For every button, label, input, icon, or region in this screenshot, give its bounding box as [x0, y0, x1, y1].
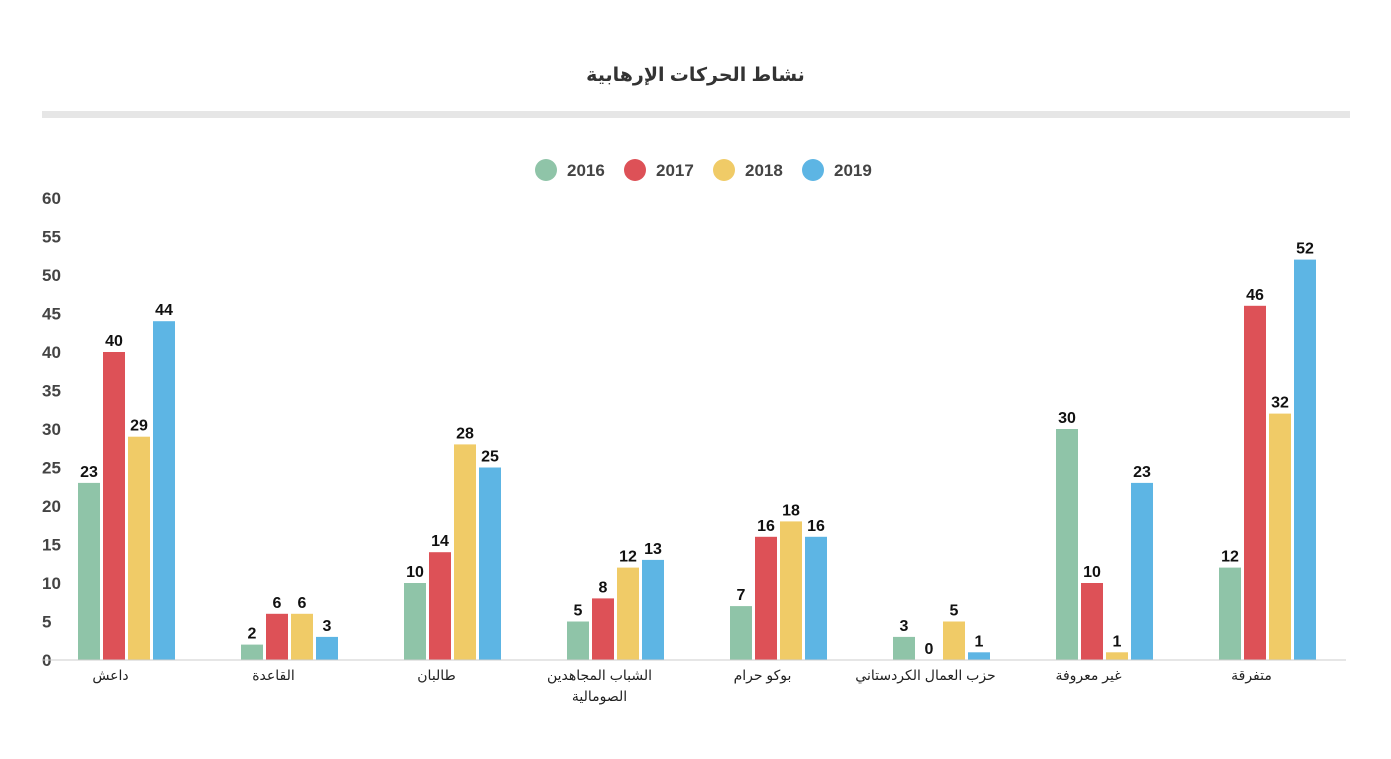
bar-2017 [429, 552, 451, 660]
data-label: 3 [323, 618, 332, 635]
data-label: 13 [644, 541, 662, 558]
data-label: 29 [130, 418, 148, 435]
data-label: 32 [1271, 395, 1289, 412]
legend-label: 2018 [745, 161, 783, 180]
data-label: 5 [950, 603, 959, 620]
data-label: 1 [1113, 633, 1122, 650]
data-label: 40 [105, 333, 123, 350]
bar-2019 [1294, 259, 1316, 660]
legend-label: 2019 [834, 161, 872, 180]
bars-area: 2321057330124061481601046296281218513244… [78, 241, 1316, 660]
data-label: 25 [481, 449, 499, 466]
y-tick-label: 50 [42, 266, 61, 285]
y-tick-label: 35 [42, 382, 61, 401]
chart-title: نشاط الحركات الإرهابية [586, 65, 805, 86]
y-tick-label: 45 [42, 305, 61, 324]
x-tick-label: متفرقة [1231, 667, 1272, 684]
bar-2017 [103, 352, 125, 660]
y-tick-label: 30 [42, 420, 61, 439]
data-label: 44 [155, 302, 173, 319]
bar-2019 [642, 559, 664, 660]
data-label: 30 [1058, 410, 1076, 427]
bar-2016 [241, 644, 263, 660]
x-tick-label: الشباب المجاهدين الصومالية [547, 667, 652, 705]
data-label: 23 [1133, 464, 1151, 481]
legend-swatch [713, 159, 735, 181]
bar-2017 [755, 536, 777, 660]
legend-swatch [535, 159, 557, 181]
bar-2016 [567, 621, 589, 660]
data-label: 14 [431, 533, 449, 550]
legend-swatch [624, 159, 646, 181]
bar-2016 [893, 636, 915, 660]
y-tick-label: 55 [42, 228, 61, 247]
legend-label: 2017 [656, 161, 694, 180]
bar-2017 [1081, 583, 1103, 660]
data-label: 16 [757, 518, 775, 535]
bar-2019 [479, 467, 501, 660]
bar-2018 [617, 567, 639, 660]
bar-2017 [266, 613, 288, 660]
bar-2017 [1244, 305, 1266, 660]
x-tick-label: طالبان [417, 667, 455, 683]
data-label: 5 [574, 603, 583, 620]
data-label: 12 [619, 549, 637, 566]
title-divider [42, 111, 1350, 118]
bar-2019 [316, 636, 338, 660]
data-label: 8 [599, 579, 608, 596]
bar-2018 [291, 613, 313, 660]
x-tick-label: القاعدة [252, 667, 295, 683]
data-label: 3 [900, 618, 909, 635]
data-label: 52 [1296, 241, 1314, 258]
y-tick-label: 10 [42, 574, 61, 593]
legend: 2016 2017 2018 2019 [535, 159, 872, 181]
legend-label: 2016 [567, 161, 605, 180]
bar-2016 [1056, 429, 1078, 660]
data-label: 10 [406, 564, 424, 581]
bar-2019 [805, 536, 827, 660]
bar-2018 [454, 444, 476, 660]
bar-2016 [78, 482, 100, 660]
y-tick-label: 20 [42, 497, 61, 516]
bar-2016 [404, 583, 426, 660]
y-tick-label: 40 [42, 343, 61, 362]
x-tick-label: غير معروفة [1055, 667, 1121, 684]
bar-2018 [780, 521, 802, 660]
bar-2019 [153, 321, 175, 660]
x-tick-label: داعش [92, 667, 128, 684]
data-label: 10 [1083, 564, 1101, 581]
data-label: 7 [737, 587, 746, 604]
x-axis: داعش القاعدة طالبان الشباب المجاهدين الصومال… [92, 667, 1272, 705]
bar-2018 [128, 436, 150, 660]
bar-2018 [1106, 652, 1128, 660]
data-label: 16 [807, 518, 825, 535]
y-tick-label: 5 [42, 613, 51, 632]
data-label: 2 [248, 626, 257, 643]
bar-2017 [592, 598, 614, 660]
y-tick-label: 60 [42, 189, 61, 208]
bar-2018 [943, 621, 965, 660]
bar-2019 [968, 652, 990, 660]
data-label: 12 [1221, 549, 1239, 566]
data-label: 28 [456, 425, 474, 442]
x-tick-label: حزب العمال الكردستاني [855, 667, 995, 684]
x-tick-label: بوكو حرام [734, 667, 792, 684]
data-label: 6 [298, 595, 307, 612]
data-label: 23 [80, 464, 98, 481]
data-label: 6 [273, 595, 282, 612]
y-tick-label: 15 [42, 536, 61, 555]
bar-2018 [1269, 413, 1291, 660]
data-label: 46 [1246, 287, 1264, 304]
data-label: 0 [925, 641, 934, 658]
legend-swatch [802, 159, 824, 181]
data-label: 1 [975, 633, 984, 650]
bar-2019 [1131, 482, 1153, 660]
bar-2016 [1219, 567, 1241, 660]
data-label: 18 [782, 502, 800, 519]
y-tick-label: 25 [42, 459, 61, 478]
bar-2016 [730, 606, 752, 660]
